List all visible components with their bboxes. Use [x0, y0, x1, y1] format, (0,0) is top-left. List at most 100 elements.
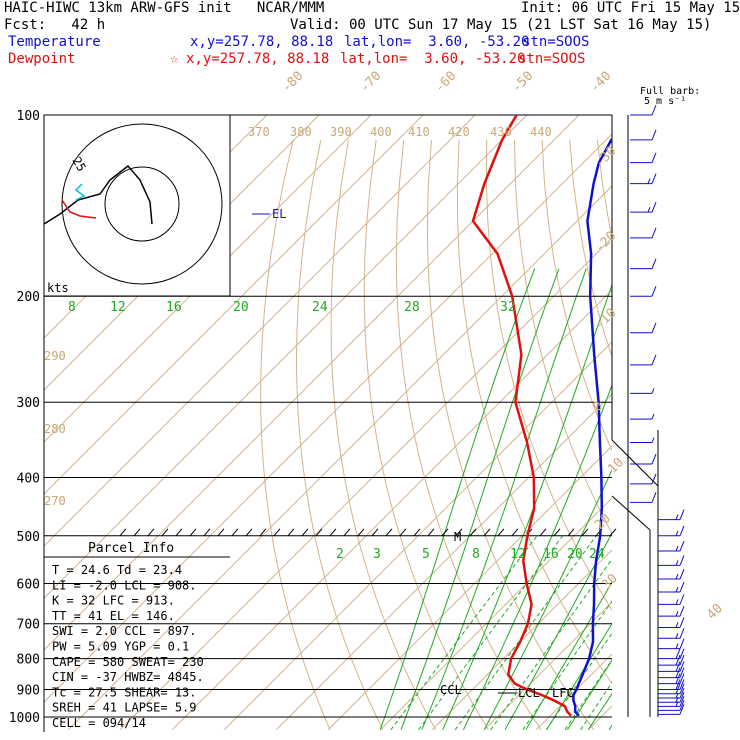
hatch-mark	[455, 528, 463, 537]
pressure-label: 100	[17, 109, 40, 124]
isotherm-label: -80	[279, 69, 306, 96]
wind-barb-half-flag	[647, 206, 651, 213]
hodograph-cyan-segment	[74, 183, 86, 201]
wind-barb-flag	[675, 654, 681, 666]
wind-barb-flag	[679, 594, 685, 605]
dry-adiabat	[485, 139, 612, 612]
parcel-info-row: SREH = 41 LAPSE= 5.9	[52, 701, 197, 715]
wind-barb-flag	[679, 581, 685, 593]
wind-barb	[658, 700, 685, 711]
dry-adiabat	[395, 139, 542, 731]
mixing-ratio-label: 5	[422, 547, 430, 562]
temperature-latlon: lat,lon= 3.60, -53.20	[344, 34, 530, 50]
wind-barb-half-flag	[675, 610, 679, 617]
wind-barb-half-flag	[675, 599, 679, 605]
background-lines	[44, 115, 740, 731]
wind-barb-half-flag	[675, 622, 679, 628]
wind-barb-flag	[679, 555, 685, 566]
hatch-mark	[399, 528, 407, 537]
parcel-info-row: K = 32 LFC = 913.	[52, 594, 175, 608]
barb-axis-diag2	[611, 495, 651, 531]
isotherm	[67, 185, 612, 731]
hatch-mark	[273, 528, 281, 537]
moist-adiabat-label: 32	[500, 300, 516, 315]
wind-barb	[658, 628, 685, 639]
dry-adiabat	[514, 139, 612, 535]
hatch-mark	[189, 528, 197, 537]
wind-barb-flag	[679, 617, 685, 628]
moist-adiabat	[546, 622, 612, 731]
isotherm-label: 10	[605, 455, 627, 477]
isotherm	[640, 115, 740, 730]
dry-adiabat	[426, 139, 595, 731]
isotherm-label: 30	[599, 571, 621, 593]
wind-barb	[630, 492, 657, 503]
pressure-label: 200	[17, 290, 40, 305]
parcel-info-row: T = 24.6 Td = 23.4	[52, 563, 182, 577]
parcel-info-row: PW = 5.09 YGP = 0.1	[52, 640, 189, 654]
wind-barb	[630, 322, 657, 334]
hatch-mark	[203, 528, 211, 537]
moist-adiabat-label: 20	[233, 300, 249, 315]
mixing-ratio-label: 24	[589, 547, 605, 562]
wind-barb	[658, 540, 685, 552]
wind-barb	[658, 704, 685, 715]
wind-barb-flag	[651, 286, 657, 297]
theta-label: 420	[448, 125, 470, 139]
level-annotation: LCL	[518, 686, 540, 700]
parcel-info-row: Tc = 27.5 SHEAR= 13.	[52, 685, 197, 699]
dewpoint-latlon: lat,lon= 3.60, -53.20	[340, 51, 526, 67]
wind-barb-half-flag	[675, 643, 679, 649]
wind-barb-flag	[675, 667, 681, 678]
mixing-ratio-line	[522, 600, 612, 731]
hatch-mark	[161, 528, 169, 537]
isotherm	[44, 115, 528, 599]
hatch-mark	[427, 528, 435, 537]
wind-barb-half-flag	[651, 413, 655, 420]
wind-barb-flag	[651, 152, 657, 163]
hodograph-trace	[43, 164, 153, 225]
wind-barb	[658, 638, 685, 650]
hatch-mark	[497, 528, 505, 537]
dry-adiabat	[330, 139, 437, 731]
wind-barb	[630, 104, 657, 116]
wind-barb-half-flag	[675, 586, 679, 593]
mixing-ratio-label: 8	[472, 547, 480, 562]
wind-barb-flag	[679, 692, 685, 703]
theta-label: 380	[290, 125, 312, 139]
dry-adiabat	[653, 140, 740, 730]
moist-adiabat-label: 8	[68, 300, 76, 315]
wind-barb	[658, 581, 685, 593]
theta-label: 270	[44, 494, 66, 508]
hodograph-frame	[43, 114, 231, 297]
parcel-info-row: LI = -2.0 LCL = 908.	[52, 578, 197, 592]
moist-adiabat	[630, 269, 740, 730]
wind-barb	[658, 673, 685, 685]
wind-barb	[630, 129, 657, 141]
theta-label: 280	[44, 422, 66, 436]
hodograph-outer-ring	[61, 123, 223, 285]
isotherm	[44, 115, 372, 443]
dry-adiabat	[260, 139, 331, 730]
hodograph-red-segment	[61, 199, 97, 219]
wind-barb-half-flag	[675, 633, 679, 639]
wind-barb	[630, 413, 655, 420]
hatch-mark	[553, 528, 561, 537]
hatch-mark	[385, 528, 393, 537]
hatch-mark	[301, 528, 309, 537]
wind-barb-flag	[679, 654, 685, 666]
wind-barb-flag	[675, 648, 681, 659]
wind-barb	[658, 568, 685, 580]
wind-barb	[658, 617, 685, 628]
wind-barb-flag	[679, 605, 685, 617]
isotherm-label: -60	[432, 69, 459, 96]
wind-barb	[630, 437, 655, 444]
dry-adiabat	[736, 140, 740, 730]
wind-barb-flag	[651, 201, 657, 213]
wind-barb	[658, 654, 685, 666]
wind-barb	[658, 661, 685, 672]
wind-barb-flag	[675, 683, 681, 694]
wind-barb-flag	[651, 492, 657, 503]
hatch-mark	[413, 528, 421, 537]
